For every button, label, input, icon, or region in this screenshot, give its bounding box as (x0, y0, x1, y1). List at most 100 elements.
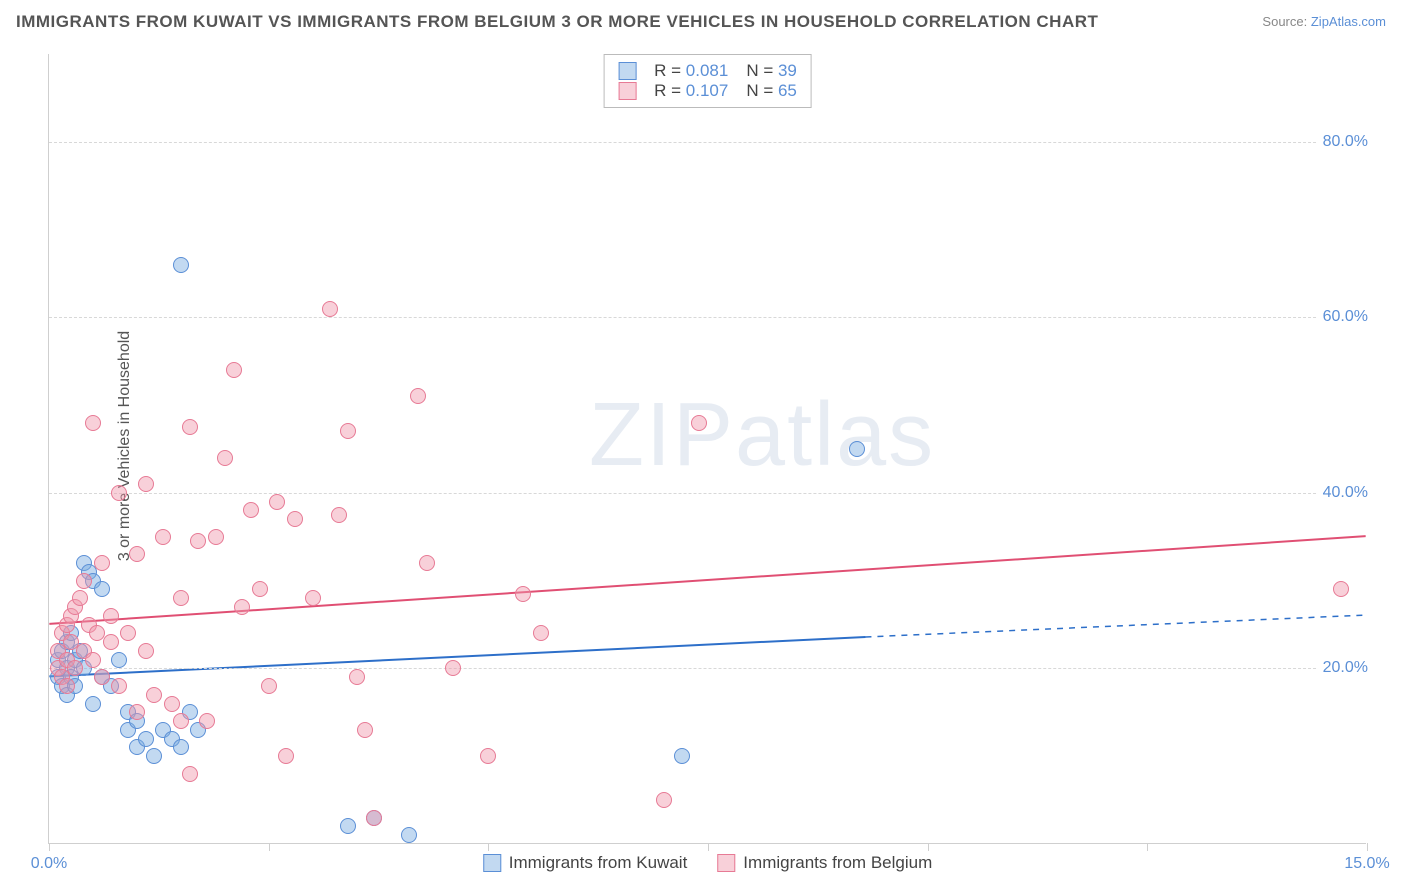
data-point (287, 511, 303, 527)
data-point (340, 423, 356, 439)
x-tick (708, 843, 709, 851)
r-value-belgium: 0.107 (686, 81, 729, 100)
data-point (217, 450, 233, 466)
data-point (173, 739, 189, 755)
data-point (155, 529, 171, 545)
data-point (656, 792, 672, 808)
data-point (1333, 581, 1349, 597)
gridline (49, 668, 1366, 669)
data-point (243, 502, 259, 518)
data-point (278, 748, 294, 764)
swatch-kuwait (618, 62, 636, 80)
data-point (515, 586, 531, 602)
x-tick (928, 843, 929, 851)
x-tick (1147, 843, 1148, 851)
y-tick-label: 60.0% (1317, 308, 1368, 326)
data-point (261, 678, 277, 694)
data-point (357, 722, 373, 738)
stats-row-kuwait: R = 0.081 N = 39 (618, 61, 797, 81)
y-tick-label: 20.0% (1317, 659, 1368, 677)
watermark: ZIPatlas (589, 384, 935, 487)
chart-title: IMMIGRANTS FROM KUWAIT VS IMMIGRANTS FRO… (16, 12, 1098, 32)
gridline (49, 317, 1366, 318)
n-value-kuwait: 39 (778, 61, 797, 80)
data-point (674, 748, 690, 764)
data-point (146, 687, 162, 703)
data-point (173, 713, 189, 729)
data-point (85, 652, 101, 668)
n-value-belgium: 65 (778, 81, 797, 100)
data-point (445, 660, 461, 676)
legend-swatch-belgium (717, 854, 735, 872)
data-point (234, 599, 250, 615)
data-point (59, 678, 75, 694)
data-point (410, 388, 426, 404)
data-point (849, 441, 865, 457)
data-point (94, 581, 110, 597)
data-point (138, 643, 154, 659)
source-credit: Source: ZipAtlas.com (1262, 14, 1386, 29)
data-point (85, 415, 101, 431)
x-tick (1367, 843, 1368, 851)
x-tick (269, 843, 270, 851)
trend-lines-layer (49, 54, 1366, 843)
data-point (305, 590, 321, 606)
x-tick (488, 843, 489, 851)
data-point (199, 713, 215, 729)
data-point (120, 625, 136, 641)
source-label: Source: (1262, 14, 1307, 29)
data-point (322, 301, 338, 317)
data-point (129, 546, 145, 562)
data-point (173, 590, 189, 606)
data-point (138, 476, 154, 492)
data-point (480, 748, 496, 764)
data-point (691, 415, 707, 431)
y-tick-label: 40.0% (1317, 484, 1368, 502)
data-point (252, 581, 268, 597)
legend-label-belgium: Immigrants from Belgium (743, 853, 932, 873)
data-point (208, 529, 224, 545)
data-point (182, 419, 198, 435)
data-point (182, 766, 198, 782)
data-point (85, 696, 101, 712)
data-point (111, 678, 127, 694)
data-point (331, 507, 347, 523)
legend: Immigrants from Kuwait Immigrants from B… (483, 853, 932, 873)
data-point (419, 555, 435, 571)
data-point (129, 704, 145, 720)
source-value: ZipAtlas.com (1311, 14, 1386, 29)
data-point (146, 748, 162, 764)
data-point (226, 362, 242, 378)
data-point (94, 555, 110, 571)
legend-item-kuwait: Immigrants from Kuwait (483, 853, 688, 873)
data-point (173, 257, 189, 273)
data-point (111, 485, 127, 501)
data-point (269, 494, 285, 510)
x-tick-label: 15.0% (1344, 855, 1389, 873)
r-value-kuwait: 0.081 (686, 61, 729, 80)
swatch-belgium (618, 82, 636, 100)
data-point (340, 818, 356, 834)
data-point (111, 652, 127, 668)
data-point (72, 590, 88, 606)
data-point (401, 827, 417, 843)
x-tick (49, 843, 50, 851)
data-point (190, 533, 206, 549)
legend-swatch-kuwait (483, 854, 501, 872)
data-point (103, 608, 119, 624)
scatter-plot-area: ZIPatlas R = 0.081 N = 39 R = 0.107 N = … (48, 54, 1366, 844)
legend-item-belgium: Immigrants from Belgium (717, 853, 932, 873)
correlation-stats-box: R = 0.081 N = 39 R = 0.107 N = 65 (603, 54, 812, 108)
data-point (94, 669, 110, 685)
data-point (76, 573, 92, 589)
data-point (349, 669, 365, 685)
data-point (103, 634, 119, 650)
stats-row-belgium: R = 0.107 N = 65 (618, 81, 797, 101)
data-point (67, 660, 83, 676)
data-point (164, 696, 180, 712)
legend-label-kuwait: Immigrants from Kuwait (509, 853, 688, 873)
y-tick-label: 80.0% (1317, 133, 1368, 151)
data-point (138, 731, 154, 747)
x-tick-label: 0.0% (31, 855, 67, 873)
gridline (49, 142, 1366, 143)
